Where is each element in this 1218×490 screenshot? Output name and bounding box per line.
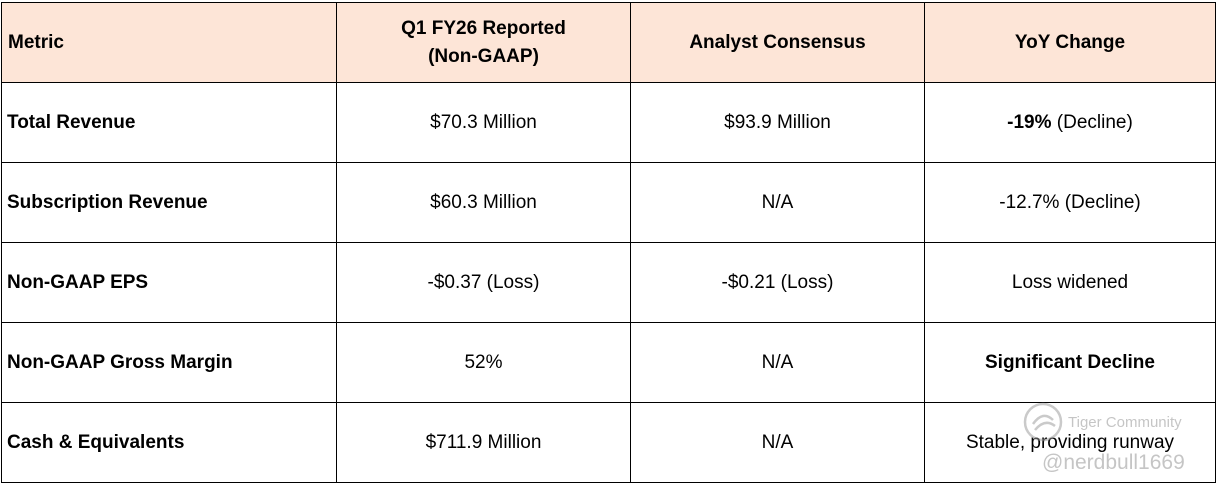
row-yoy: Loss widened: [924, 242, 1216, 323]
row-consensus: N/A: [630, 162, 925, 243]
row-reported: $711.9 Million: [336, 402, 631, 483]
row-yoy: Stable, providing runway: [924, 402, 1216, 483]
table-row: Total Revenue $70.3 Million $93.9 Millio…: [1, 82, 1216, 163]
row-reported: -$0.37 (Loss): [336, 242, 631, 323]
row-consensus: N/A: [630, 402, 925, 483]
earnings-table: Metric Q1 FY26 Reported (Non-GAAP) Analy…: [1, 2, 1216, 483]
watermark-handle: @nerdbull1669: [1042, 451, 1185, 474]
row-metric: Non-GAAP Gross Margin: [1, 322, 337, 403]
watermark-community: Tiger Community: [1068, 414, 1182, 431]
row-yoy: -12.7% (Decline): [924, 162, 1216, 243]
row-consensus: -$0.21 (Loss): [630, 242, 925, 323]
row-yoy-rest: Stable, providing runway: [965, 431, 1175, 453]
header-reported-line2: (Non-GAAP): [428, 45, 539, 67]
row-reported: $70.3 Million: [336, 82, 631, 163]
table-row: Cash & Equivalents $711.9 Million N/A St…: [1, 402, 1216, 483]
table-row: Non-GAAP EPS -$0.37 (Loss) -$0.21 (Loss)…: [1, 242, 1216, 323]
header-yoy: YoY Change: [924, 2, 1216, 83]
tiger-logo-icon: [1023, 402, 1063, 442]
row-reported: $60.3 Million: [336, 162, 631, 243]
row-reported: 52%: [336, 322, 631, 403]
row-yoy-bold: -19%: [1007, 111, 1052, 133]
header-reported: Q1 FY26 Reported (Non-GAAP): [336, 2, 631, 83]
table-row: Subscription Revenue $60.3 Million N/A -…: [1, 162, 1216, 243]
row-consensus: N/A: [630, 322, 925, 403]
row-yoy-rest: (Decline): [1051, 111, 1133, 133]
row-metric: Total Revenue: [1, 82, 337, 163]
header-metric: Metric: [1, 2, 337, 83]
row-metric: Cash & Equivalents: [1, 402, 337, 483]
table-row: Non-GAAP Gross Margin 52% N/A Significan…: [1, 322, 1216, 403]
row-metric: Non-GAAP EPS: [1, 242, 337, 323]
row-metric: Subscription Revenue: [1, 162, 337, 243]
header-row: Metric Q1 FY26 Reported (Non-GAAP) Analy…: [1, 2, 1216, 83]
header-reported-line1: Q1 FY26 Reported: [401, 17, 566, 39]
row-consensus: $93.9 Million: [630, 82, 925, 163]
row-yoy-bold: Significant Decline: [985, 351, 1155, 373]
row-yoy-rest: Loss widened: [1011, 271, 1129, 293]
header-consensus: Analyst Consensus: [630, 2, 925, 83]
row-yoy-rest: -12.7% (Decline): [999, 191, 1141, 213]
row-yoy: -19% (Decline): [924, 82, 1216, 163]
row-yoy: Significant Decline: [924, 322, 1216, 403]
